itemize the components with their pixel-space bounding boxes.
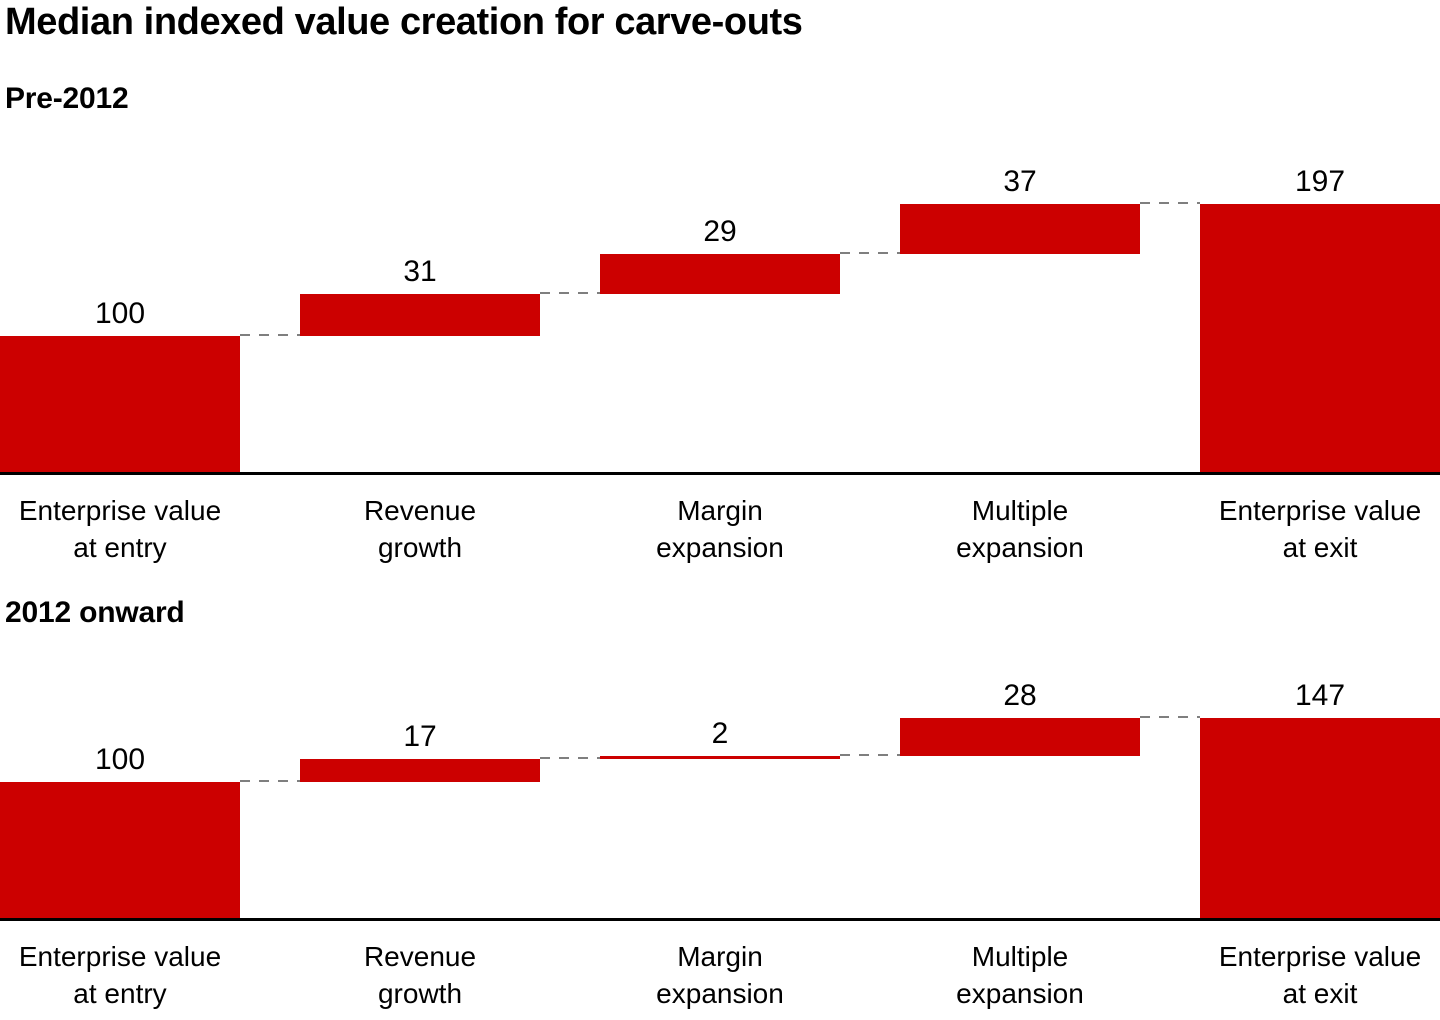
multiple-expansion-value-label: 28 [1003,679,1037,713]
category-axis-2012-onward: Enterprise value at entry Revenue growth Mar… [0,938,1440,1020]
category-label-line1: Enterprise value [1218,495,1422,526]
enterprise-value-at-exit-bar [1200,204,1440,472]
connector-dash [840,252,900,255]
enterprise-value-at-exit-category-label: Enterprise value at exit [1170,492,1440,566]
revenue-growth-category-label: Revenue growth [270,938,570,1012]
revenue-growth-category-label: Revenue growth [270,492,570,566]
connector-dash [540,291,600,294]
panel-heading-2012-onward: 2012 onward [5,596,185,629]
connector-dash [240,334,300,336]
margin-expansion-value-label: 29 [703,215,737,249]
connector-dash [840,754,900,757]
margin-expansion-value-label: 2 [711,717,729,751]
category-label-line2: growth [377,978,463,1009]
margin-expansion-category-label: Margin expansion [570,938,870,1012]
revenue-growth-value-label: 17 [403,719,437,753]
multiple-expansion-category-label: Multiple expansion [870,492,1170,566]
waterfall-plot-pre-2012: 100 31 29 37 197 [0,150,1440,475]
category-label-line2: expansion [956,532,1084,563]
category-label-line2: expansion [656,978,784,1009]
enterprise-value-at-exit-bar [1200,718,1440,918]
panel-heading-pre-2012: Pre-2012 [5,82,129,115]
enterprise-value-at-entry-category-label: Enterprise value at entry [0,938,270,1012]
margin-expansion-bar [600,254,840,294]
enterprise-value-at-entry-bar [0,336,240,472]
page-title: Median indexed value creation for carve-… [5,1,803,43]
connector-dash [1140,202,1200,205]
enterprise-value-at-entry-value-label: 100 [94,297,146,330]
category-label-line1: Revenue [363,941,477,972]
enterprise-value-at-entry-category-label: Enterprise value at entry [0,492,270,566]
multiple-expansion-bar [900,718,1140,757]
category-label-line2: at entry [73,532,167,563]
category-label-line1: Margin [677,495,763,526]
category-label-line1: Margin [677,941,763,972]
category-label-line1: Multiple [971,495,1069,526]
revenue-growth-bar [300,758,540,782]
category-label-line2: at exit [1282,532,1358,563]
margin-expansion-category-label: Margin expansion [570,492,870,566]
category-axis-pre-2012: Enterprise value at entry Revenue growth Mar… [0,492,1440,574]
category-label-line2: at exit [1282,978,1358,1009]
category-label-line2: expansion [656,532,784,563]
multiple-expansion-value-label: 37 [1003,165,1037,199]
category-label-line1: Enterprise value [1218,941,1422,972]
enterprise-value-at-entry-value-label: 100 [94,743,146,776]
connector-dash [540,756,600,759]
enterprise-value-at-exit-value-label: 147 [1294,679,1346,713]
connector-dash [1140,716,1200,719]
connector-dash [240,780,300,782]
category-label-line1: Revenue [363,495,477,526]
multiple-expansion-category-label: Multiple expansion [870,938,1170,1012]
enterprise-value-at-exit-value-label: 197 [1294,165,1346,199]
category-label-line1: Multiple [971,941,1069,972]
waterfall-plot-2012-onward: 100 17 2 28 147 [0,660,1440,921]
enterprise-value-at-exit-category-label: Enterprise value at exit [1170,938,1440,1012]
category-label-line2: growth [377,532,463,563]
category-label-line1: Enterprise value [18,941,222,972]
multiple-expansion-bar [900,204,1140,255]
category-label-line2: at entry [73,978,167,1009]
revenue-growth-bar [300,293,540,336]
category-label-line1: Enterprise value [18,495,222,526]
margin-expansion-bar [600,755,840,759]
category-label-line2: expansion [956,978,1084,1009]
revenue-growth-value-label: 31 [403,254,437,288]
enterprise-value-at-entry-bar [0,782,240,918]
